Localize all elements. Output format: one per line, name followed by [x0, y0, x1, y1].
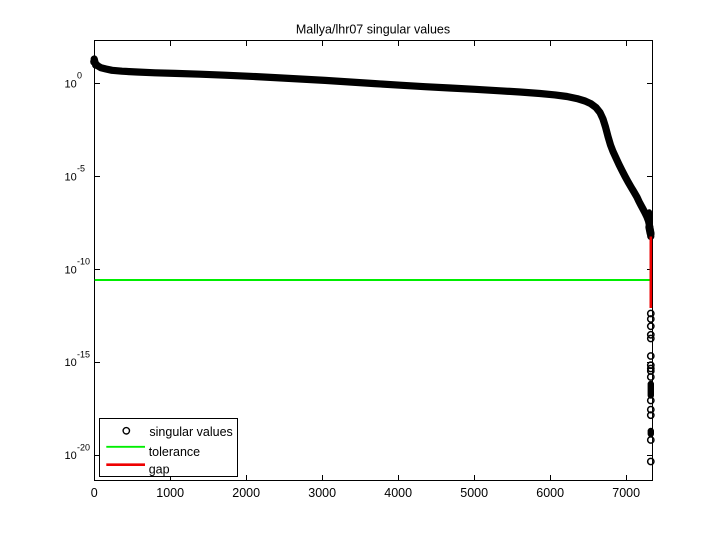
- svg-text:10: 10: [65, 357, 77, 369]
- svg-text:0: 0: [77, 71, 82, 81]
- svg-text:10: 10: [65, 171, 77, 183]
- svg-text:singular values: singular values: [149, 425, 232, 439]
- svg-text:-15: -15: [77, 349, 90, 359]
- svg-text:-5: -5: [77, 164, 85, 174]
- svg-text:10: 10: [65, 264, 77, 276]
- svg-text:6000: 6000: [536, 486, 564, 500]
- svg-text:-20: -20: [77, 442, 90, 452]
- svg-text:1000: 1000: [156, 486, 184, 500]
- svg-text:4000: 4000: [384, 486, 412, 500]
- svg-text:10: 10: [65, 450, 77, 462]
- svg-text:gap: gap: [149, 463, 170, 477]
- svg-text:0: 0: [91, 486, 98, 500]
- svg-text:7000: 7000: [612, 486, 640, 500]
- svg-text:5000: 5000: [460, 486, 488, 500]
- svg-text:Mallya/lhr07 singular values: Mallya/lhr07 singular values: [296, 23, 450, 37]
- svg-text:-10: -10: [77, 257, 90, 267]
- svg-text:3000: 3000: [308, 486, 336, 500]
- svg-text:2000: 2000: [232, 486, 260, 500]
- svg-text:10: 10: [65, 79, 77, 91]
- svg-text:tolerance: tolerance: [149, 445, 200, 459]
